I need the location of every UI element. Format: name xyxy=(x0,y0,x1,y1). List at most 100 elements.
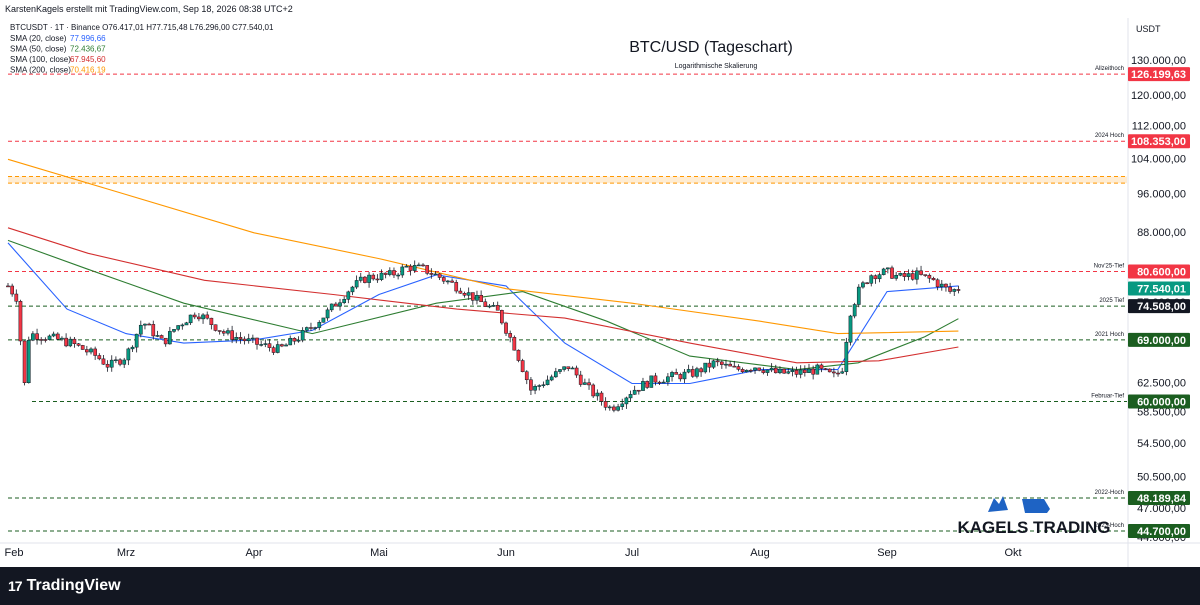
price-badge xyxy=(1128,281,1190,296)
candle-body xyxy=(143,323,147,326)
candle-body xyxy=(259,344,264,346)
candle-body xyxy=(392,270,396,276)
candle-body xyxy=(421,264,425,267)
candle-body xyxy=(334,303,338,307)
candle-body xyxy=(898,273,903,276)
candle-body xyxy=(948,286,952,292)
candle-body xyxy=(309,327,313,329)
kagels-trading-watermark: KAGELS TRADING xyxy=(958,518,1111,537)
sma-legend-value: 67.945,60 xyxy=(70,55,106,64)
candle-body xyxy=(479,294,483,303)
candle-body xyxy=(537,385,542,387)
candle-body xyxy=(470,292,475,301)
candle-body xyxy=(288,337,293,346)
price-chart[interactable]: Allzeithoch 2024 Hoch Nov'25-Tief 2025 Tief… xyxy=(0,0,1200,567)
price-badge-text: 69.000,00 xyxy=(1137,335,1186,347)
candle-body xyxy=(877,274,882,280)
sma-legend-label: SMA (50, close) xyxy=(10,45,67,54)
candle-body xyxy=(753,367,757,371)
candle-body xyxy=(97,355,102,360)
candle-body xyxy=(400,266,405,276)
candle-body xyxy=(807,368,811,373)
candle-body xyxy=(740,369,745,373)
candle-body xyxy=(915,270,919,280)
candle-body xyxy=(757,367,762,371)
candle-body xyxy=(118,359,122,365)
candle-body xyxy=(782,368,786,374)
candle-body xyxy=(707,362,712,368)
level-label: 2024 Hoch xyxy=(1095,133,1124,139)
bear-icon xyxy=(1022,499,1050,513)
candle-body xyxy=(894,275,898,279)
candle-body xyxy=(172,329,176,332)
candle-body xyxy=(188,314,193,324)
candle-body xyxy=(429,273,434,275)
candle-body xyxy=(383,272,388,275)
tradingview-icon: 17 xyxy=(8,578,23,594)
candle-body xyxy=(163,337,168,345)
axis-unit-label: USDT xyxy=(1136,24,1161,34)
y-tick-label: 130.000,00 xyxy=(1131,55,1186,67)
candle-body xyxy=(138,324,143,335)
candle-body xyxy=(869,275,874,284)
candle-body xyxy=(238,337,243,340)
candle-body xyxy=(508,333,513,338)
candle-body xyxy=(844,341,849,372)
level-label: Februar-Tief xyxy=(1091,393,1124,399)
y-tick-label: 88.000,00 xyxy=(1137,227,1186,239)
candle-body xyxy=(338,302,342,307)
candle-body xyxy=(927,274,932,279)
candle-body xyxy=(885,267,890,270)
price-badge xyxy=(1128,264,1190,279)
candle-body xyxy=(666,376,670,383)
candle-body xyxy=(18,301,23,342)
candle-body xyxy=(296,339,301,342)
candle-body xyxy=(317,322,322,328)
candle-body xyxy=(462,293,467,296)
candle-body xyxy=(267,343,272,348)
candle-body xyxy=(155,335,160,337)
candle-body xyxy=(93,348,98,356)
candle-body xyxy=(549,376,554,381)
price-badge xyxy=(1128,299,1190,314)
y-tick-label: 120.000,00 xyxy=(1131,90,1186,102)
candle-body xyxy=(919,270,923,275)
candle-body xyxy=(379,272,384,280)
candle-body xyxy=(591,384,596,397)
candle-body xyxy=(749,369,753,372)
candle-body xyxy=(558,369,562,372)
candle-body xyxy=(562,366,566,370)
candle-body xyxy=(101,358,106,365)
candle-body xyxy=(151,324,156,337)
candle-body xyxy=(686,369,691,373)
candle-body xyxy=(363,276,367,283)
candle-body xyxy=(923,274,928,276)
candle-body xyxy=(769,367,774,371)
candle-body xyxy=(358,276,363,281)
price-badge xyxy=(1128,490,1190,505)
candle-body xyxy=(147,323,151,326)
price-badge xyxy=(1128,67,1190,82)
y-tick-label: 112.000,00 xyxy=(1132,121,1186,133)
candle-body xyxy=(412,265,417,271)
x-tick-label: Okt xyxy=(1004,547,1021,559)
candle-body xyxy=(72,338,77,345)
candle-body xyxy=(408,265,413,271)
candle-body xyxy=(255,337,259,345)
candle-body xyxy=(939,283,944,288)
candle-body xyxy=(715,360,720,363)
candle-body xyxy=(728,363,732,367)
candle-body xyxy=(856,286,861,305)
candle-body xyxy=(134,333,139,348)
tradingview-logo[interactable]: 17 TradingView xyxy=(8,577,121,595)
candle-body xyxy=(417,264,421,267)
candle-body xyxy=(645,381,649,388)
candle-body xyxy=(512,337,517,351)
price-badge-text: 77.540,01 xyxy=(1137,284,1186,296)
candle-body xyxy=(599,392,604,402)
candle-body xyxy=(612,406,616,411)
candle-body xyxy=(533,386,537,391)
price-badge-text: 80.600,00 xyxy=(1137,266,1186,278)
y-tick-label: 58.500,00 xyxy=(1137,407,1186,419)
candle-body xyxy=(201,314,205,320)
